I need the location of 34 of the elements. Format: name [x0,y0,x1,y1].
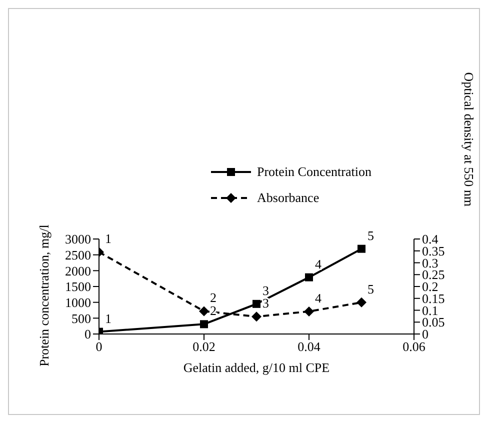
y2-axis-title: Optical density at 550 nm [461,72,476,206]
point [358,244,366,253]
annotation: 2 [210,290,216,306]
point [252,300,260,308]
point [252,312,262,322]
x-tick-label: 0.06 [402,339,426,354]
point [305,273,313,282]
y-tick-label: 1500 [65,279,91,294]
y-axis-title: Protein concentration, mg/l [36,224,52,366]
y-tick-label: 500 [72,310,91,326]
annotation: 4 [315,256,322,272]
annotation: 3 [262,282,269,298]
annotation: 2 [210,303,216,318]
x-axis-title: Gelatin added, g/10 ml CPE [183,360,330,375]
y-tick-label: 1000 [65,294,91,310]
annotation: 1 [105,231,112,246]
legend-label: Absorbance [257,190,320,206]
point [199,306,209,316]
y-tick-label: 3000 [65,232,91,247]
annotation: 4 [315,290,322,306]
y-tick-label: 0 [84,326,91,342]
point [304,306,314,316]
y-tick-label: 2500 [65,247,91,262]
annotation: 5 [368,281,374,296]
annotation: 1 [105,310,112,326]
x-tick-label: 0.04 [298,339,321,354]
x-tick-label: 0.02 [192,339,216,354]
annotation: 5 [368,228,374,243]
point [200,320,208,328]
legend-label: Protein Concentration [257,164,372,180]
x-tick-label: 0 [96,339,102,354]
y-tick-label: 2000 [65,263,91,278]
point [356,297,366,308]
annotation: 3 [262,296,269,311]
